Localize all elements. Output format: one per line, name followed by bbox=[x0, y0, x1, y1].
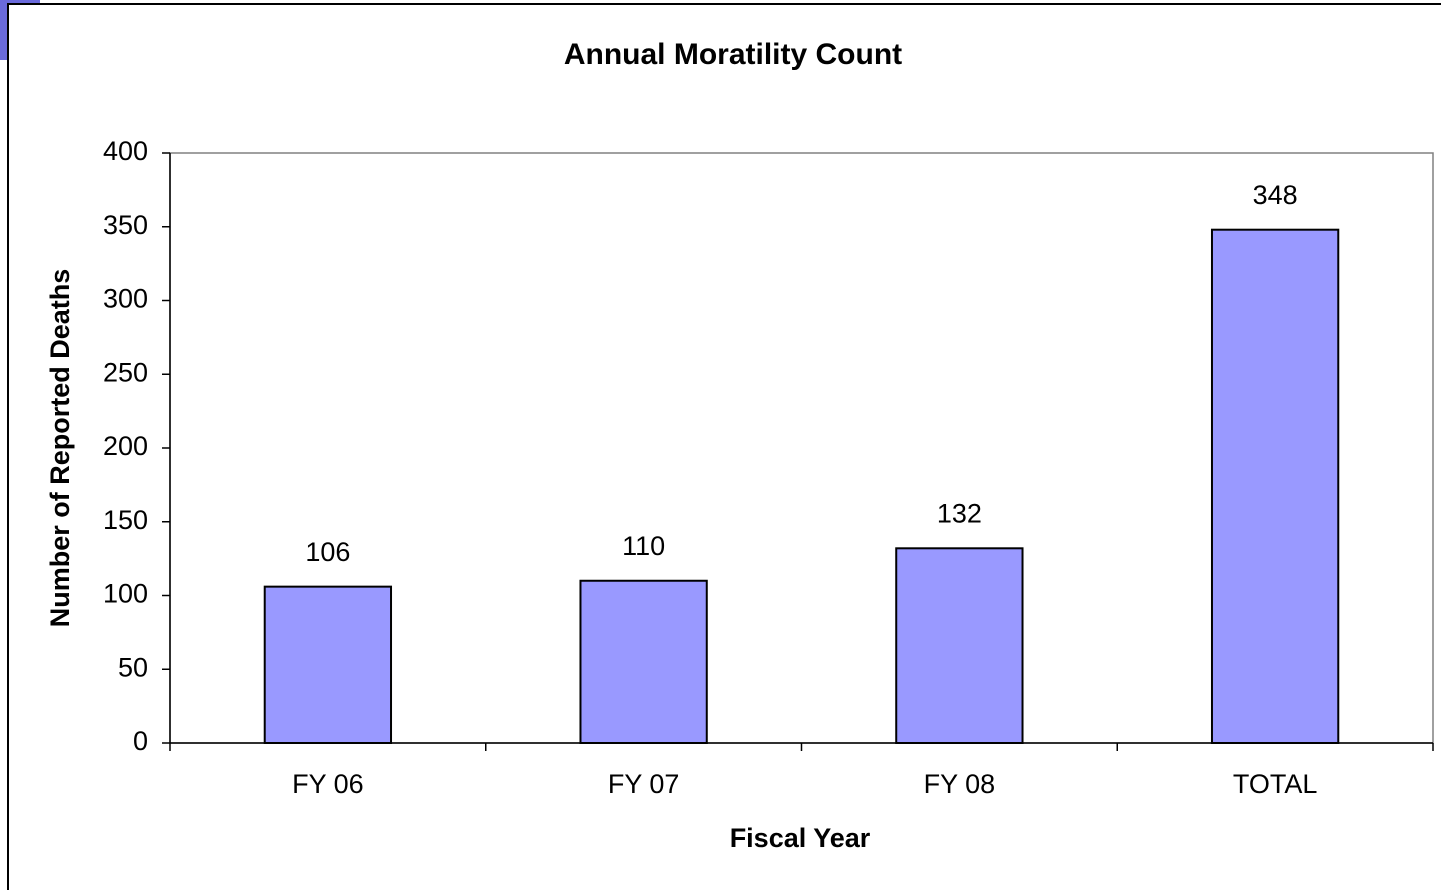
y-tick-label: 300 bbox=[103, 284, 148, 314]
data-label: 106 bbox=[305, 537, 350, 567]
y-tick-label: 400 bbox=[103, 136, 148, 166]
data-label: 348 bbox=[1253, 180, 1298, 210]
x-tick-label: FY 07 bbox=[608, 769, 680, 799]
y-tick-label: 50 bbox=[118, 652, 148, 682]
y-tick-label: 150 bbox=[103, 505, 148, 535]
bar bbox=[1210, 228, 1340, 744]
bar bbox=[895, 547, 1024, 744]
x-tick-label: FY 08 bbox=[924, 769, 996, 799]
x-axis-label: Fiscal Year bbox=[730, 823, 871, 853]
data-label: 132 bbox=[937, 498, 982, 528]
bar bbox=[263, 585, 393, 745]
bar bbox=[579, 579, 708, 744]
data-label: 110 bbox=[622, 531, 665, 561]
y-tick-label: 100 bbox=[103, 579, 148, 609]
x-tick-label: TOTAL bbox=[1233, 769, 1318, 799]
y-tick-label: 200 bbox=[103, 431, 148, 461]
y-tick-label: 0 bbox=[133, 726, 148, 756]
y-tick-label: 350 bbox=[103, 210, 148, 240]
x-tick-label: FY 06 bbox=[292, 769, 364, 799]
y-axis-label: Number of Reported Deaths bbox=[45, 269, 75, 628]
y-tick-label: 250 bbox=[103, 357, 148, 387]
chart-title: Annual Moratility Count bbox=[564, 38, 902, 71]
